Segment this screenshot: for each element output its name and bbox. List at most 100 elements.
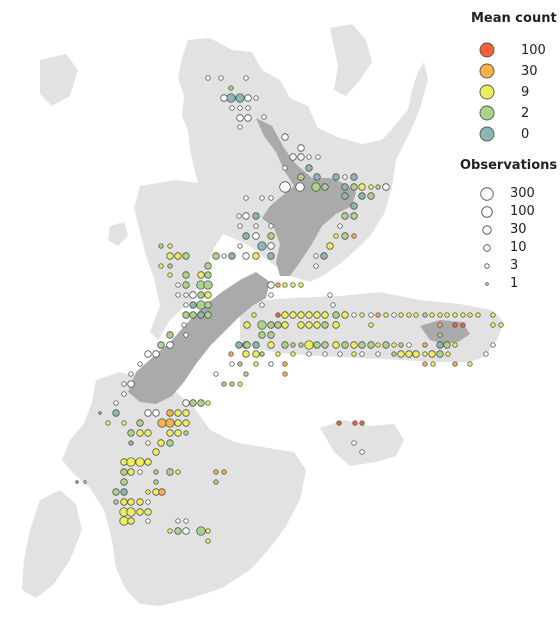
observation-bubble (244, 94, 252, 102)
observation-bubble (175, 282, 181, 288)
observation-bubble (157, 418, 167, 428)
observation-bubble (320, 252, 328, 260)
legend-observations-label: 100 (510, 204, 535, 219)
observation-bubble (341, 311, 349, 319)
legend-observations-label: 30 (510, 222, 527, 237)
observation-bubble (243, 321, 251, 329)
observation-bubble (136, 508, 144, 516)
observation-bubble (304, 340, 314, 350)
observation-bubble (120, 498, 128, 506)
observation-bubble (236, 213, 242, 219)
legend-observations-item: 1 (460, 275, 558, 293)
observation-bubble (281, 311, 289, 319)
observation-bubble (336, 420, 342, 426)
observation-bubble (144, 458, 152, 466)
observation-bubble (490, 312, 496, 318)
observation-bubble (267, 232, 275, 240)
observation-bubble (259, 302, 265, 308)
observation-bubble (137, 469, 143, 475)
observation-bubble (221, 469, 227, 475)
observation-bubble (153, 469, 159, 475)
observation-bubble (175, 518, 181, 524)
sampling-region-north (256, 118, 356, 276)
observation-bubble (243, 195, 249, 201)
observation-bubble (237, 243, 243, 249)
observation-bubble (182, 527, 190, 535)
observation-bubble (98, 411, 102, 415)
observation-bubble (157, 439, 165, 447)
observation-bubble (267, 321, 275, 329)
observation-bubble (406, 342, 412, 348)
observation-bubble (358, 192, 366, 200)
observation-bubble (281, 133, 289, 141)
observation-bubble (437, 312, 443, 318)
observation-bubble (197, 399, 205, 407)
observation-bubble (220, 94, 228, 102)
observation-bubble (281, 321, 289, 329)
legend-color-swatch (479, 84, 495, 100)
observation-bubble (120, 478, 128, 486)
observation-bubble (322, 351, 328, 357)
observation-bubble (228, 351, 234, 357)
observation-bubble (443, 341, 451, 349)
observation-bubble (350, 183, 358, 191)
observation-bubble (321, 321, 329, 329)
observation-bubble (305, 311, 313, 319)
observation-bubble (166, 341, 174, 349)
observation-bubble (221, 253, 227, 259)
observation-bubble (174, 252, 182, 260)
observation-bubble (83, 480, 87, 484)
observation-bubble (137, 361, 143, 367)
observation-bubble (167, 528, 173, 534)
observation-bubble (243, 75, 249, 81)
observation-bubble (242, 232, 250, 240)
observation-bubble (332, 341, 340, 349)
observation-bubble (174, 409, 182, 417)
observation-bubble (136, 498, 144, 506)
observation-bubble (368, 312, 374, 318)
observation-bubble (341, 183, 349, 191)
observation-bubble (253, 223, 259, 229)
observation-bubble (359, 449, 365, 455)
legend-mean-count-label: 9 (521, 85, 530, 100)
observation-bubble (350, 212, 358, 220)
observation-bubble (406, 312, 412, 318)
observation-bubble (460, 312, 466, 318)
legend-observations-item: 10 (460, 239, 558, 257)
observation-bubble (413, 312, 419, 318)
observation-bubble (197, 311, 205, 319)
observation-bubble (313, 173, 321, 181)
observation-bubble (182, 419, 190, 427)
observation-bubble (121, 391, 127, 397)
observation-bubble (205, 528, 211, 534)
observation-bubble (452, 322, 458, 328)
legend-size-swatch (485, 282, 489, 286)
legend-size-swatch (482, 225, 492, 235)
observation-bubble (181, 322, 187, 328)
observation-bubble (166, 468, 174, 476)
legend-observations-item: 300 (460, 185, 558, 203)
legend-size-swatch (484, 263, 490, 269)
observation-bubble (297, 173, 305, 181)
observation-bubble (189, 291, 197, 299)
observation-bubble (127, 517, 135, 525)
legend-mean-count-item: 9 (471, 82, 557, 103)
observation-bubble (204, 311, 212, 319)
observation-bubble (460, 322, 466, 328)
observation-bubble (127, 429, 135, 437)
observation-bubble (182, 271, 190, 279)
observation-bubble (298, 342, 304, 348)
legend-mean-count-label: 2 (521, 106, 530, 121)
observation-bubble (152, 448, 160, 456)
observation-bubble (157, 341, 165, 349)
legend-observations-label: 1 (510, 276, 519, 291)
observation-bubble (332, 321, 340, 329)
observation-bubble (351, 440, 357, 446)
observation-bubble (327, 292, 333, 298)
observation-bubble (375, 342, 381, 348)
observation-bubble (358, 183, 366, 191)
observation-bubble (258, 331, 266, 339)
observation-bubble (119, 516, 129, 526)
legend-mean-count-label: 0 (521, 127, 530, 142)
